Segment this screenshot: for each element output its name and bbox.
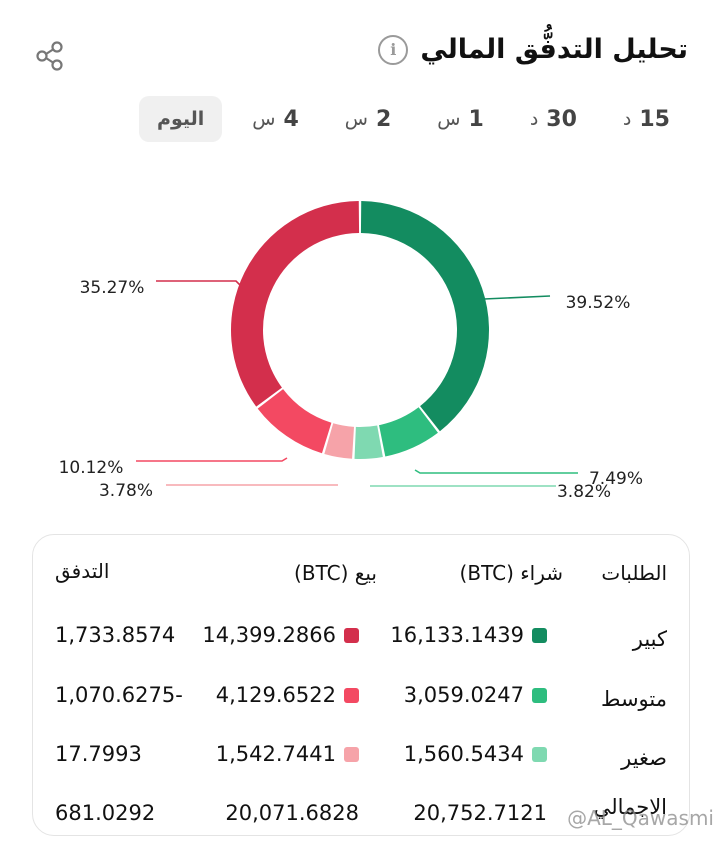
row-sell: 20,071.6828 xyxy=(225,801,359,825)
tab-4h[interactable]: 4 س xyxy=(236,96,315,142)
buy-color-swatch xyxy=(532,687,547,703)
tab-number: 30 xyxy=(546,106,577,132)
buy-color-swatch xyxy=(532,746,547,762)
donut-slice[interactable] xyxy=(379,407,438,457)
header: تحليل التدفُّق المالي i xyxy=(0,28,720,78)
slice-leader-line xyxy=(156,280,244,289)
row-name: صغير xyxy=(621,746,667,770)
header-orders: الطلبات xyxy=(601,561,667,585)
info-icon[interactable]: i xyxy=(378,34,409,65)
table-header-row: الطلبات شراء (BTC) بيع (BTC) التدفق xyxy=(33,559,689,601)
slice-percent-label: 39.52% xyxy=(566,293,631,313)
tab-2h[interactable]: 2 س xyxy=(329,96,408,142)
tab-1h[interactable]: 1 س xyxy=(421,96,500,142)
header-buy: شراء (BTC) xyxy=(460,561,563,585)
tab-number: 1 xyxy=(468,106,484,132)
sell-color-swatch xyxy=(344,746,359,762)
slice-percent-label: 10.12% xyxy=(59,458,124,478)
row-flow: 1,070.6275- xyxy=(55,683,183,707)
time-range-tabs: 15 د 30 د 1 س 2 س 4 س اليوم xyxy=(125,96,686,142)
slice-percent-label: 35.27% xyxy=(80,278,145,298)
slice-leader-line xyxy=(483,295,551,300)
buy-value: 1,560.5434 xyxy=(403,742,524,766)
tab-15m[interactable]: 15 د xyxy=(607,96,686,142)
table-row: صغير 1,560.5434 1,542.7441 17.7993 xyxy=(33,742,689,782)
row-sell: 4,129.6522 xyxy=(216,683,359,707)
flow-donut-chart: 39.52% 7.49% 3.82% 3.78% 10.12% 35.27% xyxy=(0,190,720,520)
header-flow: التدفق xyxy=(55,559,110,583)
orders-table-card: الطلبات شراء (BTC) بيع (BTC) التدفق كبير… xyxy=(32,534,690,836)
row-sell: 14,399.2866 xyxy=(202,623,359,647)
row-name: الاجمالي xyxy=(593,795,667,819)
tab-unit: س xyxy=(252,108,276,130)
sell-value: 14,399.2866 xyxy=(202,623,336,647)
table-row: كبير 16,133.1439 14,399.2866 1,733.8574 xyxy=(33,623,689,663)
slice-leader-line xyxy=(414,469,578,474)
donut-slice[interactable] xyxy=(354,425,383,459)
row-buy: 3,059.0247 xyxy=(404,683,547,707)
slice-percent-label: 3.78% xyxy=(99,481,153,501)
row-buy: 20,752.7121 xyxy=(413,801,547,825)
row-sell: 1,542.7441 xyxy=(216,742,359,766)
donut-svg: 39.52% 7.49%3.82% 3.78% 10.12% 35.27% xyxy=(59,201,643,502)
row-flow: 681.0292 xyxy=(55,801,156,825)
sell-color-swatch xyxy=(344,627,359,643)
tab-unit: س xyxy=(344,108,368,130)
row-buy: 1,560.5434 xyxy=(404,742,547,766)
sell-value: 1,542.7441 xyxy=(215,742,336,766)
sell-color-swatch xyxy=(344,687,359,703)
page-title: تحليل التدفُّق المالي xyxy=(420,34,688,65)
buy-value: 3,059.0247 xyxy=(403,683,524,707)
donut-slice[interactable] xyxy=(257,389,332,454)
sell-value: 20,071.6828 xyxy=(225,801,359,825)
header-buy-label: شراء (BTC) xyxy=(459,561,563,585)
table-row: متوسط 3,059.0247 4,129.6522 1,070.6275- xyxy=(33,683,689,723)
row-flow: 17.7993 xyxy=(55,742,142,766)
buy-value: 16,133.1439 xyxy=(390,623,524,647)
slice-percent-label: 7.49% xyxy=(589,469,643,489)
tab-unit: د xyxy=(622,108,632,130)
slice-percent-label: 3.82% xyxy=(557,482,611,502)
tab-30m[interactable]: 30 د xyxy=(514,96,593,142)
tab-unit: د xyxy=(529,108,539,130)
buy-color-swatch xyxy=(532,627,547,643)
sell-value: 4,129.6522 xyxy=(215,683,336,707)
row-flow: 1,733.8574 xyxy=(55,623,176,647)
row-name: متوسط xyxy=(601,687,667,711)
buy-value: 20,752.7121 xyxy=(413,801,547,825)
tab-today[interactable]: اليوم xyxy=(139,96,223,142)
donut-slice[interactable] xyxy=(230,201,360,407)
slice-leader-line xyxy=(136,457,288,462)
tab-label: اليوم xyxy=(157,108,205,130)
tab-number: 2 xyxy=(375,106,392,132)
tab-number: 15 xyxy=(639,106,670,132)
share-icon[interactable] xyxy=(34,40,66,72)
donut-slice[interactable] xyxy=(324,423,355,459)
header-sell-label: بيع (BTC) xyxy=(294,561,377,585)
row-buy: 16,133.1439 xyxy=(390,623,547,647)
tab-number: 4 xyxy=(283,106,299,132)
tab-unit: س xyxy=(437,108,461,130)
donut-slice[interactable] xyxy=(360,201,490,432)
table-row-total: الاجمالي 20,752.7121 20,071.6828 681.029… xyxy=(33,795,689,835)
watermark: @AL_Qawasmi xyxy=(567,806,714,830)
row-name: كبير xyxy=(632,627,667,651)
header-sell: بيع (BTC) xyxy=(294,561,377,585)
